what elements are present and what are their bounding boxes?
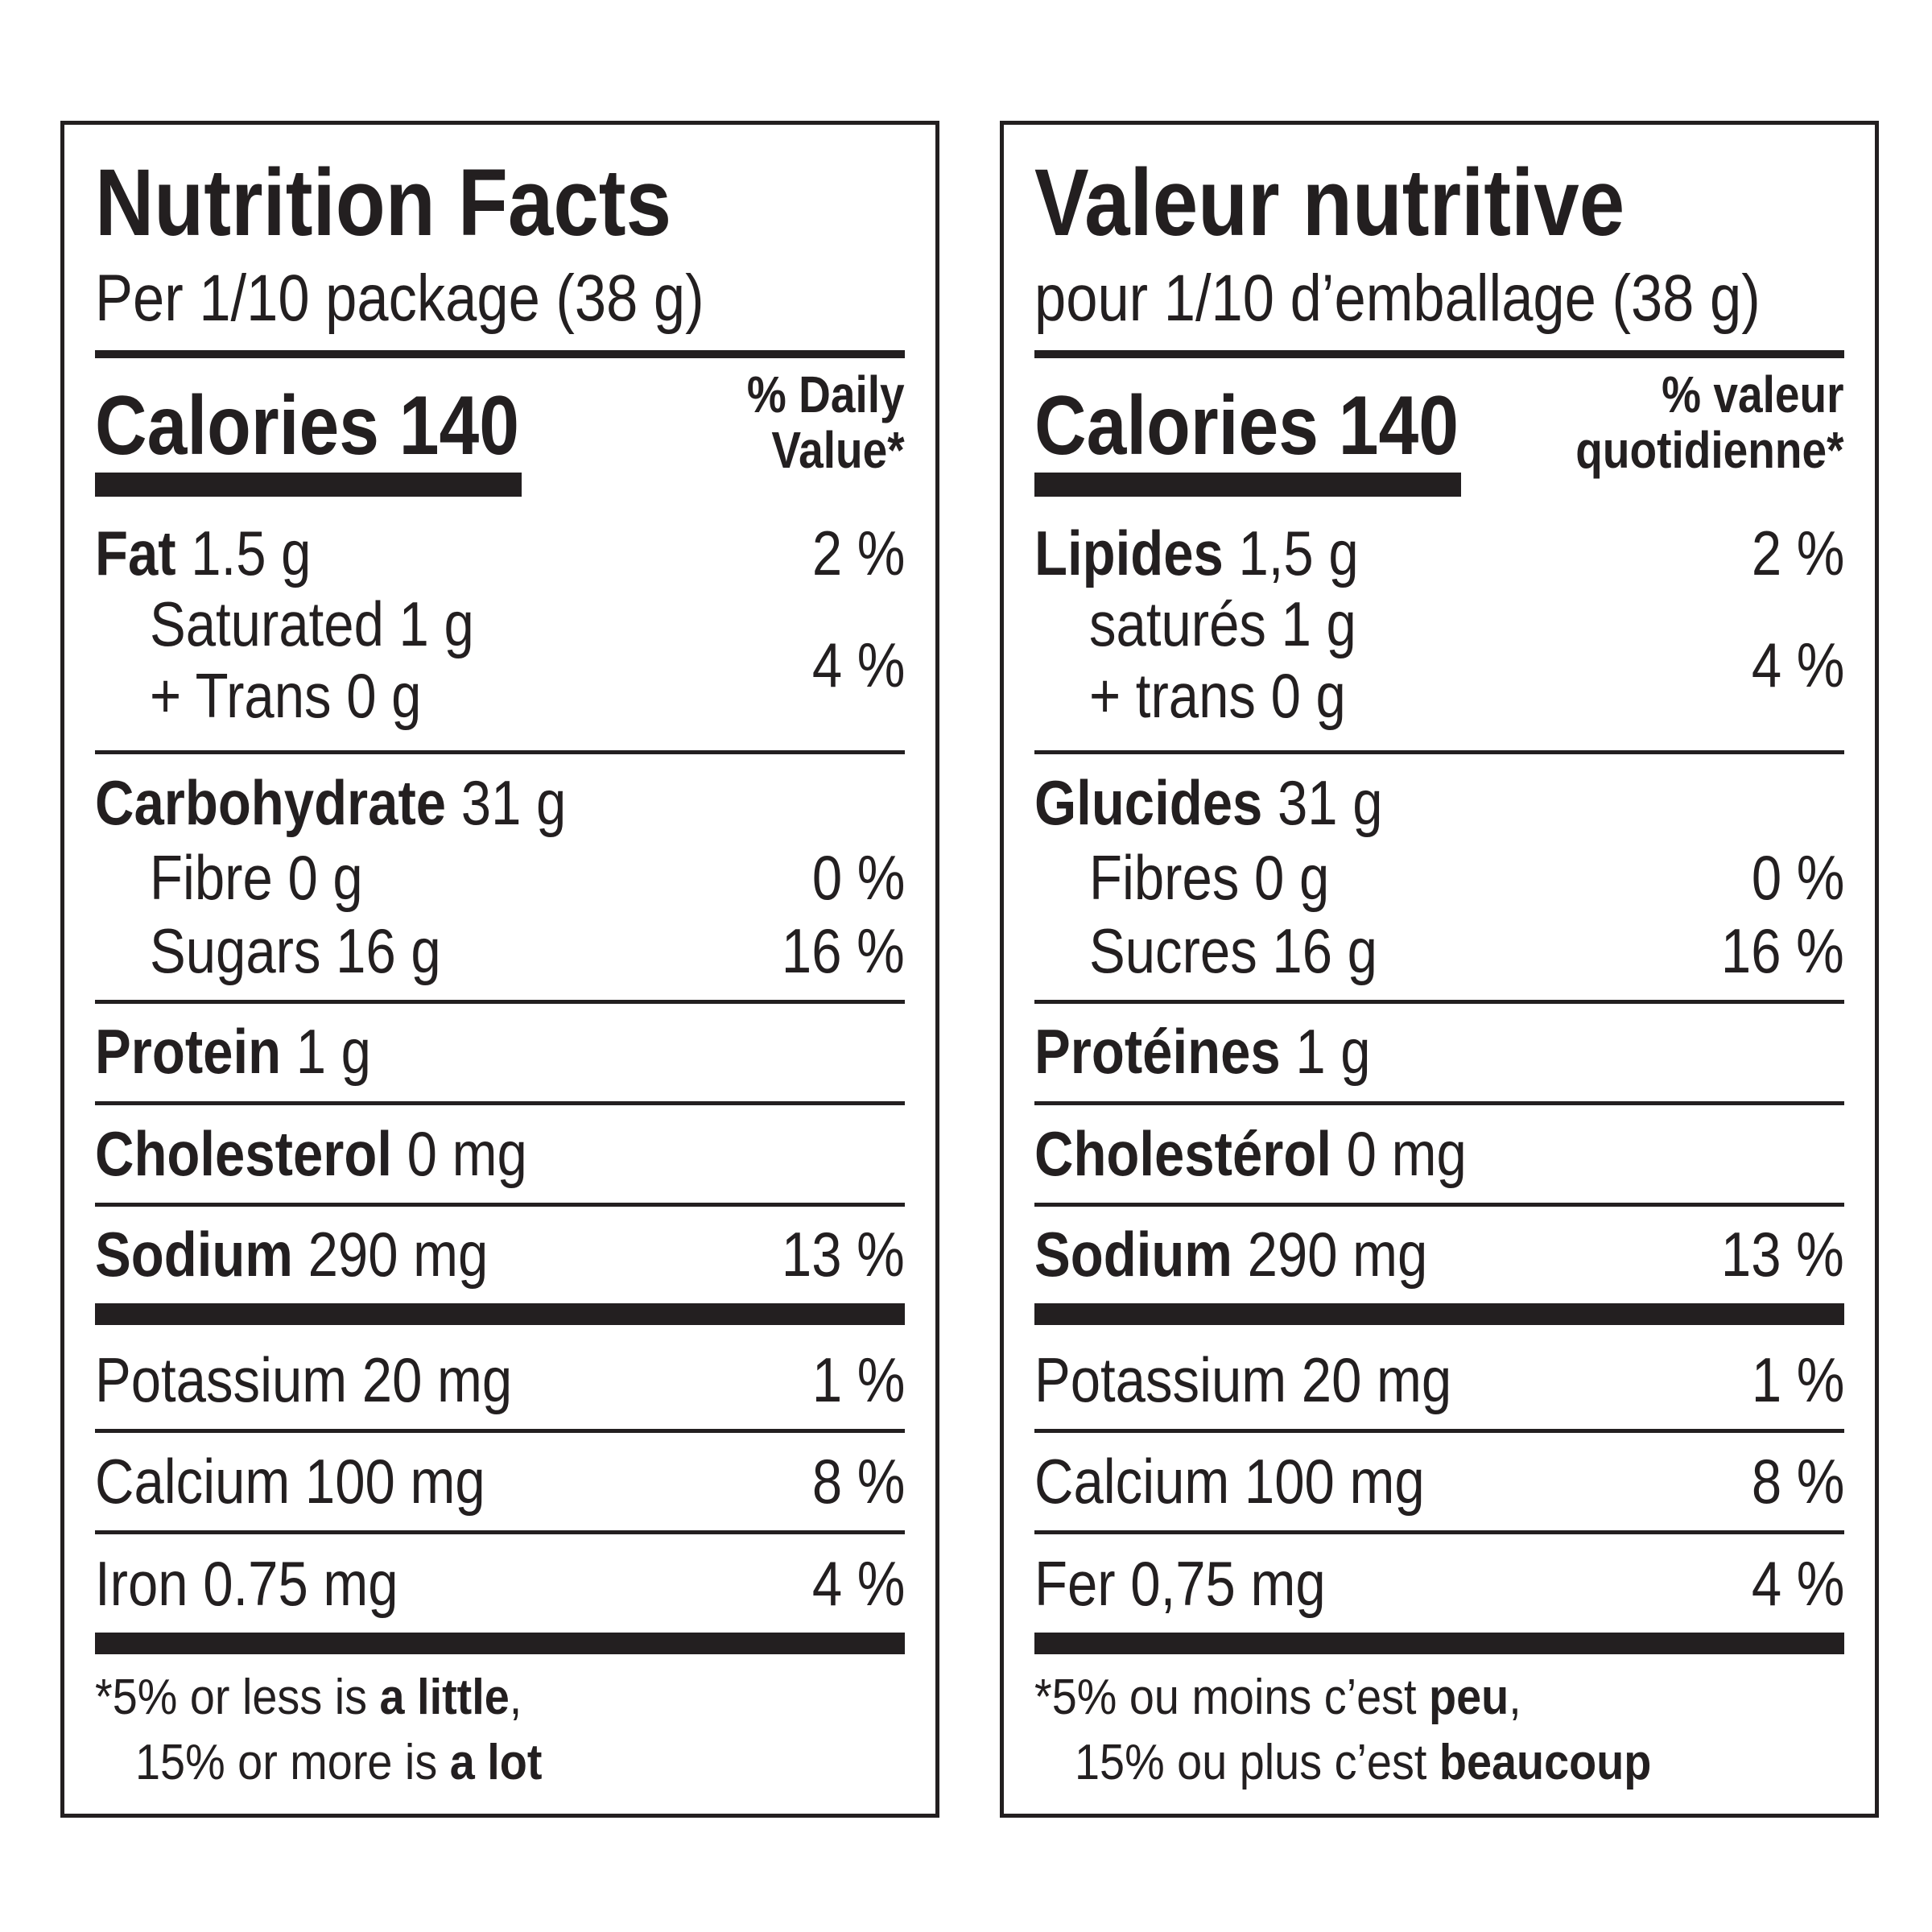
- divider: [95, 1530, 905, 1534]
- footnote-line-1: *5% or less is a little,: [95, 1670, 522, 1725]
- sat-trans-dv: 4 %: [1751, 630, 1844, 700]
- carb-row: Carbohydrate 31 g: [95, 771, 566, 834]
- serving-size: pour 1/10 d’emballage (38 g): [1034, 262, 1761, 335]
- fat-dv: 2 %: [1751, 518, 1844, 588]
- potassium-dv: 1 %: [1751, 1344, 1844, 1415]
- protein-value: 1 g: [295, 1016, 371, 1087]
- sugars-dv: 16 %: [1721, 915, 1844, 986]
- divider: [1034, 750, 1844, 754]
- thick-divider: [95, 1633, 905, 1654]
- footnote-line-2: 15% ou plus c’est beaucoup: [1075, 1735, 1652, 1790]
- daily-value-header: % valeur quotidienne*: [1575, 365, 1844, 480]
- calories-label: Calories 140: [95, 379, 520, 473]
- potassium-row: Potassium 20 mg: [1034, 1344, 1452, 1415]
- divider: [1034, 1101, 1844, 1105]
- fat-row: Fat 1.5 g: [95, 522, 311, 584]
- sodium-value: 290 mg: [308, 1219, 489, 1290]
- sodium-label: Sodium: [1034, 1219, 1232, 1290]
- footnote-asterisk: *: [95, 1670, 113, 1725]
- carb-row: Glucides 31 g: [1034, 771, 1383, 834]
- divider: [95, 750, 905, 754]
- divider: [1034, 1530, 1844, 1534]
- carb-value: 31 g: [1277, 767, 1383, 838]
- protein-label: Protein: [95, 1016, 282, 1087]
- cholesterol-value: 0 mg: [407, 1118, 527, 1189]
- calcium-dv: 8 %: [811, 1446, 905, 1517]
- divider: [95, 1000, 905, 1004]
- thick-divider: [1034, 1303, 1844, 1325]
- trans-row: + trans 0 g: [1089, 660, 1346, 731]
- sat-trans-dv: 4 %: [811, 630, 905, 700]
- fibre-row: Fibre 0 g: [150, 842, 363, 913]
- divider: [1034, 350, 1844, 358]
- panel-title: Valeur nutritive: [1034, 150, 1625, 256]
- calcium-row: Calcium 100 mg: [95, 1446, 485, 1517]
- divider: [1034, 1203, 1844, 1207]
- calories-bar: [1034, 473, 1461, 497]
- cholesterol-row: Cholesterol 0 mg: [95, 1122, 527, 1185]
- sodium-row: Sodium 290 mg: [1034, 1223, 1427, 1286]
- divider: [95, 1429, 905, 1433]
- footnote-line-2: 15% or more is a lot: [135, 1735, 543, 1790]
- protein-label: Protéines: [1034, 1016, 1281, 1087]
- sodium-dv: 13 %: [782, 1219, 905, 1290]
- sugars-row: Sucres 16 g: [1089, 915, 1377, 986]
- sodium-row: Sodium 290 mg: [95, 1223, 488, 1286]
- thick-divider: [1034, 1633, 1844, 1654]
- iron-row: Fer 0,75 mg: [1034, 1548, 1326, 1619]
- potassium-row: Potassium 20 mg: [95, 1344, 513, 1415]
- fat-dv: 2 %: [811, 518, 905, 588]
- saturated-row: saturés 1 g: [1089, 588, 1356, 659]
- protein-row: Protein 1 g: [95, 1020, 371, 1083]
- fat-value: 1,5 g: [1238, 518, 1359, 588]
- daily-value-header: % Daily Value*: [747, 365, 905, 480]
- nutrition-facts-panel-en: Nutrition Facts Per 1/10 package (38 g) …: [60, 121, 939, 1818]
- sugars-dv: 16 %: [782, 915, 905, 986]
- divider: [1034, 1000, 1844, 1004]
- calories-label: Calories 140: [1034, 379, 1459, 473]
- sodium-value: 290 mg: [1247, 1219, 1428, 1290]
- carb-label: Carbohydrate: [95, 767, 447, 838]
- carb-label: Glucides: [1034, 767, 1263, 838]
- calcium-dv: 8 %: [1751, 1446, 1844, 1517]
- divider: [95, 1101, 905, 1105]
- nutrition-facts-panel-fr: Valeur nutritive pour 1/10 d’emballage (…: [1000, 121, 1879, 1818]
- fibre-dv: 0 %: [811, 842, 905, 913]
- thick-divider: [95, 1303, 905, 1325]
- serving-size: Per 1/10 package (38 g): [95, 262, 704, 335]
- divider: [95, 350, 905, 358]
- fat-label: Lipides: [1034, 518, 1224, 588]
- fibre-dv: 0 %: [1751, 842, 1844, 913]
- fibre-row: Fibres 0 g: [1089, 842, 1330, 913]
- panel-title: Nutrition Facts: [95, 150, 672, 256]
- trans-row: + Trans 0 g: [150, 660, 422, 731]
- fat-row: Lipides 1,5 g: [1034, 522, 1359, 584]
- footnote-asterisk: *: [1034, 1670, 1052, 1725]
- calcium-row: Calcium 100 mg: [1034, 1446, 1425, 1517]
- cholesterol-label: Cholesterol: [95, 1118, 393, 1189]
- saturated-row: Saturated 1 g: [150, 588, 474, 659]
- carb-value: 31 g: [460, 767, 567, 838]
- iron-dv: 4 %: [811, 1548, 905, 1619]
- fat-value: 1.5 g: [191, 518, 312, 588]
- cholesterol-label: Cholestérol: [1034, 1118, 1332, 1189]
- calories-bar: [95, 473, 522, 497]
- divider: [95, 1203, 905, 1207]
- sodium-label: Sodium: [95, 1219, 293, 1290]
- cholesterol-value: 0 mg: [1346, 1118, 1467, 1189]
- fat-label: Fat: [95, 518, 176, 588]
- protein-value: 1 g: [1295, 1016, 1371, 1087]
- footnote-line-1: *5% ou moins c’est peu,: [1034, 1670, 1521, 1725]
- iron-row: Iron 0.75 mg: [95, 1548, 398, 1619]
- protein-row: Protéines 1 g: [1034, 1020, 1371, 1083]
- sodium-dv: 13 %: [1721, 1219, 1844, 1290]
- cholesterol-row: Cholestérol 0 mg: [1034, 1122, 1467, 1185]
- sugars-row: Sugars 16 g: [150, 915, 441, 986]
- potassium-dv: 1 %: [811, 1344, 905, 1415]
- iron-dv: 4 %: [1751, 1548, 1844, 1619]
- divider: [1034, 1429, 1844, 1433]
